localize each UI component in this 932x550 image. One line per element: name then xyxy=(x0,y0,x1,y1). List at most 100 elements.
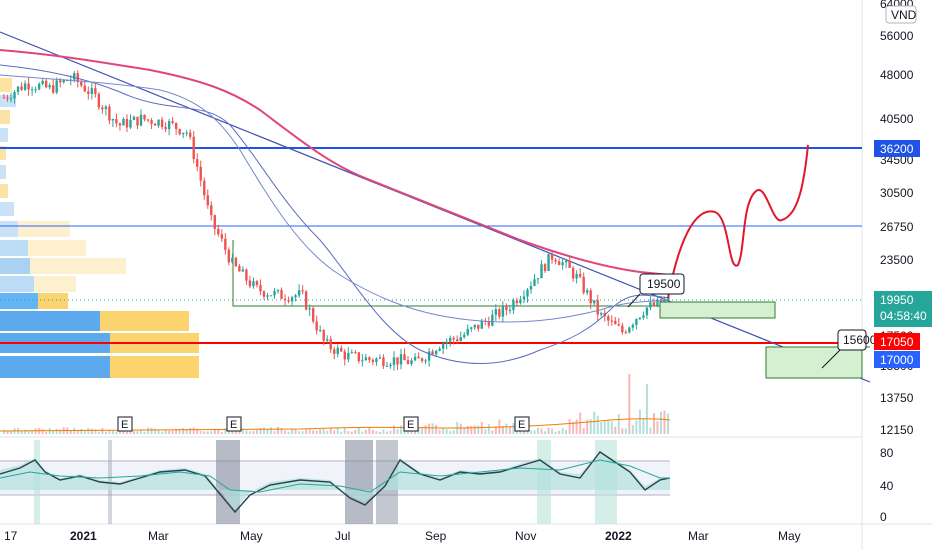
volume-bar xyxy=(129,431,132,434)
volume-bar xyxy=(143,431,146,434)
candle-body xyxy=(575,274,578,279)
candle-body xyxy=(424,360,427,362)
volume-bar xyxy=(329,428,332,434)
price-tag-26750[interactable]: 26750 xyxy=(874,218,920,235)
candle-body xyxy=(463,334,466,338)
candle-body xyxy=(378,357,382,359)
candle-body xyxy=(487,321,491,326)
volume-bar xyxy=(76,430,79,434)
volume-bar xyxy=(206,431,209,434)
svg-text:19950: 19950 xyxy=(880,293,914,307)
earnings-marker[interactable]: E xyxy=(226,416,242,432)
volume-bar xyxy=(182,428,185,434)
earnings-marker[interactable]: E xyxy=(514,416,530,432)
candle-body xyxy=(245,269,248,281)
candle-body xyxy=(97,94,101,108)
volume-bar xyxy=(603,420,606,434)
svg-text:26750: 26750 xyxy=(880,220,914,234)
callout-19500[interactable]: 19500 xyxy=(627,273,685,308)
candle-body xyxy=(322,330,325,341)
volume-bar xyxy=(94,429,97,434)
volume-bar xyxy=(575,419,578,434)
candle-body xyxy=(2,97,6,99)
volume-bar xyxy=(203,431,206,434)
volume-bar xyxy=(291,428,294,434)
candle-body xyxy=(101,107,104,110)
volume-bar xyxy=(382,429,385,434)
candle-body xyxy=(329,339,332,350)
candle-body xyxy=(585,290,589,293)
candle-body xyxy=(308,308,311,310)
volume-bar xyxy=(375,430,378,434)
volume-bar xyxy=(540,428,543,434)
volume-bar xyxy=(582,428,585,434)
price-tag-17000[interactable]: 17000 xyxy=(874,351,920,368)
price-tag-current[interactable]: 19950 04:58:40 xyxy=(874,291,932,327)
volume-bar xyxy=(364,429,367,434)
price-tag-17050[interactable]: 17050 xyxy=(874,333,920,350)
candle-body xyxy=(301,290,304,292)
candle-body xyxy=(51,85,55,93)
volume-bar xyxy=(280,428,283,434)
volume-bar xyxy=(589,419,592,434)
candle-body xyxy=(589,290,592,304)
price-axis-panel[interactable] xyxy=(862,0,932,550)
candle-body xyxy=(571,267,575,279)
earnings-marker[interactable]: E xyxy=(117,416,133,432)
price-tick: 30500 xyxy=(880,186,914,200)
callout-15600[interactable]: 15600 xyxy=(821,329,877,369)
volume-bar xyxy=(87,427,90,434)
candle-body xyxy=(48,85,51,88)
volume-bar xyxy=(421,428,424,434)
candle-body xyxy=(34,89,37,91)
candle-body xyxy=(192,136,195,160)
volume-bar xyxy=(115,431,118,434)
volume-bar xyxy=(378,431,381,434)
volume-bar xyxy=(449,430,452,434)
earnings-marker[interactable]: E xyxy=(403,416,419,432)
volume-bar xyxy=(196,428,199,434)
candle-body xyxy=(413,356,417,361)
volume-bar xyxy=(284,430,287,434)
target-zone-low[interactable] xyxy=(765,346,863,379)
volume-bar xyxy=(175,428,178,434)
volume-bar xyxy=(319,428,322,434)
volume-bar xyxy=(544,431,547,434)
candle-body xyxy=(220,234,224,239)
volume-bar xyxy=(231,431,234,434)
volume-bar xyxy=(262,427,265,434)
candle-body xyxy=(132,116,136,120)
volume-bar xyxy=(104,431,107,434)
candle-body xyxy=(624,332,628,334)
volume-bar xyxy=(6,430,9,434)
candle-body xyxy=(607,316,610,321)
candle-body xyxy=(459,337,462,341)
volume-bar xyxy=(238,429,241,434)
volume-bar xyxy=(438,429,441,434)
volume-bar xyxy=(161,431,164,434)
time-axis[interactable]: 17 2021 Mar May Jul Sep Nov 2022 Mar May xyxy=(4,529,801,543)
candle-body xyxy=(445,341,448,344)
currency-badge[interactable]: VND xyxy=(885,5,917,24)
projection-curve[interactable] xyxy=(667,144,809,299)
price-tag-36200[interactable]: 36200 xyxy=(874,140,920,157)
candle-body xyxy=(347,353,350,360)
price-tick: 13750 xyxy=(880,391,914,405)
volume-bar xyxy=(572,421,575,434)
candle-body xyxy=(13,91,16,99)
candle-body xyxy=(543,264,547,271)
candle-body xyxy=(519,299,522,304)
volume-bar xyxy=(255,429,258,434)
volume-bar xyxy=(385,431,388,434)
svg-text:36200: 36200 xyxy=(880,142,914,156)
candle-body xyxy=(600,312,603,315)
candle-body xyxy=(515,300,519,304)
oscillator-pane[interactable] xyxy=(0,440,671,524)
volume-bar xyxy=(248,431,251,434)
volume-bar xyxy=(350,431,353,434)
candle-body xyxy=(645,307,649,316)
candle-body xyxy=(617,324,621,326)
target-zone-near[interactable] xyxy=(659,301,776,319)
volume-bar xyxy=(178,429,181,434)
